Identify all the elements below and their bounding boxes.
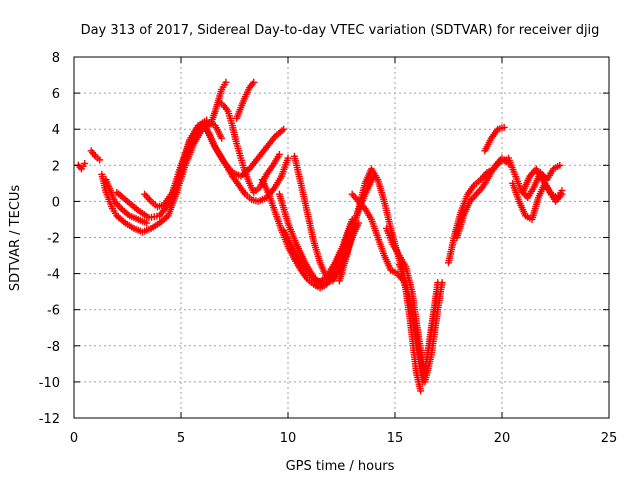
chart-title: Day 313 of 2017, Sidereal Day-to-day VTE…: [81, 23, 600, 38]
x-axis-label: GPS time / hours: [286, 459, 395, 474]
y-tick-label: -12: [39, 412, 60, 427]
y-axis-label: SDTVAR / TECUs: [8, 185, 23, 292]
data-point: [81, 159, 89, 167]
y-tick-label: -6: [47, 304, 60, 319]
data-point: [143, 219, 151, 227]
x-tick-label: 5: [177, 431, 185, 446]
y-tick-label: 6: [52, 87, 60, 102]
y-tick-label: 4: [52, 123, 60, 138]
y-tick-label: -4: [47, 268, 60, 283]
y-tick-label: 0: [52, 195, 60, 210]
data-point: [417, 387, 425, 395]
data-series: [74, 159, 89, 173]
x-tick-label: 10: [280, 431, 297, 446]
data-series: [445, 156, 510, 267]
y-tick-label: -2: [47, 232, 60, 247]
data-series: [87, 147, 104, 164]
x-tick-label: 0: [70, 431, 78, 446]
data-series: [519, 165, 566, 205]
data-series: [453, 154, 512, 241]
axis-ticks: 0 5 10 15 20 25 -12 -10 -8 -6 -4 -2 0 2 4 6 8: [39, 51, 618, 446]
data-series: [233, 78, 258, 122]
data-point: [96, 156, 104, 164]
data-point: [558, 190, 566, 198]
data-series: [395, 261, 446, 386]
data-points: [74, 78, 566, 395]
y-tick-label: 2: [52, 159, 60, 174]
grid-lines: [74, 57, 609, 418]
y-tick-label: -10: [39, 376, 60, 391]
data-point: [284, 154, 292, 162]
x-tick-label: 15: [387, 431, 404, 446]
y-tick-label: -8: [47, 340, 60, 355]
x-tick-label: 20: [494, 431, 511, 446]
data-point: [438, 279, 446, 287]
y-tick-label: 8: [52, 51, 60, 66]
data-point: [556, 161, 564, 169]
data-point: [280, 125, 288, 133]
data-point: [275, 150, 283, 158]
data-series: [102, 176, 151, 227]
data-series: [216, 98, 283, 196]
data-series: [481, 123, 508, 155]
data-point: [218, 134, 226, 142]
data-point: [222, 78, 230, 86]
x-tick-label: 25: [601, 431, 618, 446]
data-point: [500, 123, 508, 131]
data-point: [250, 78, 258, 86]
data-point: [203, 116, 211, 124]
data-series: [203, 125, 292, 205]
